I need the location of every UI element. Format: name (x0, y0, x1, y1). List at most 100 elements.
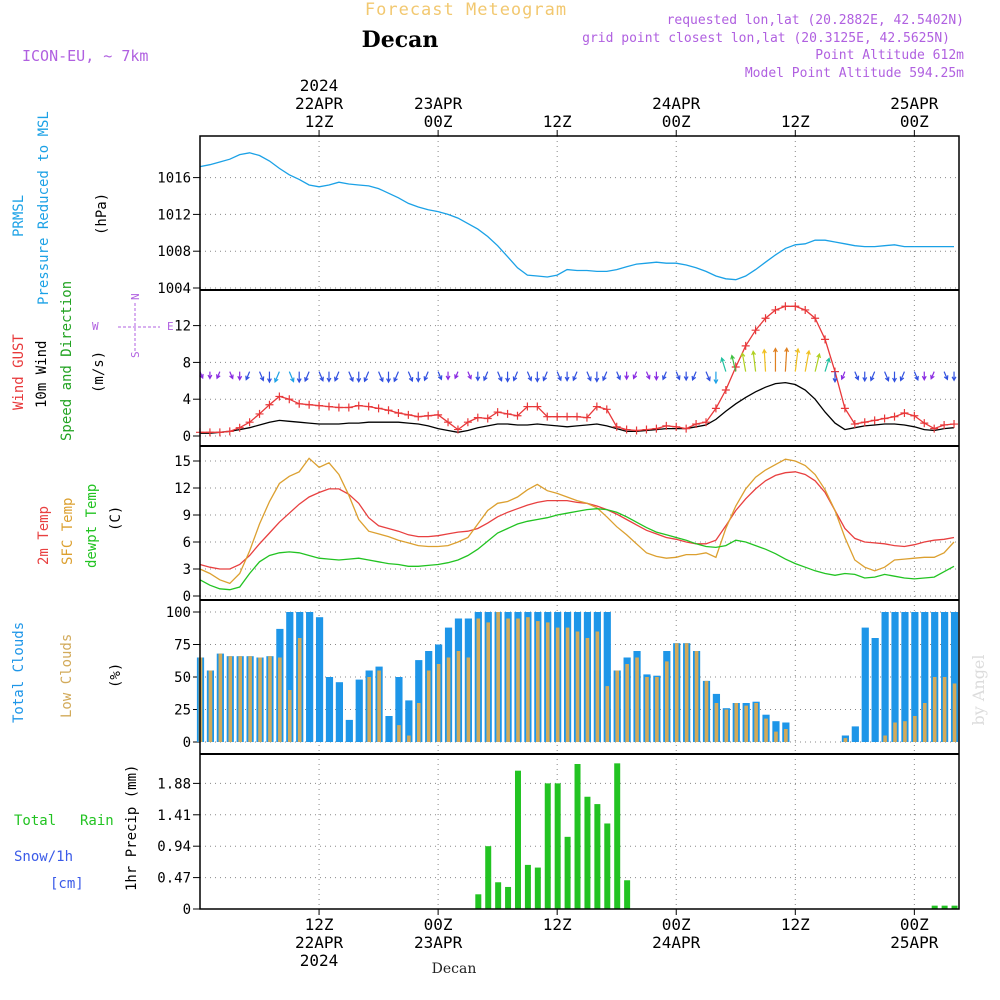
temp-label-2m: 2m Temp (36, 506, 52, 565)
gust-marker (563, 412, 572, 421)
wind-direction-arrow (334, 371, 340, 382)
requested-coords: requested lon,lat (20.2882E, 42.5402N) (667, 13, 964, 28)
pressure-label-prmsl: PRMSL (11, 195, 27, 237)
clouds-unit: (%) (108, 663, 124, 688)
wind-label-gust: Wind GUST (11, 334, 27, 410)
low-cloud-bar (555, 627, 560, 742)
gust-marker (374, 404, 383, 413)
time-label-top: 25APR (890, 94, 939, 113)
wind-direction-arrow (475, 371, 481, 382)
wind-direction-arrow (594, 371, 600, 383)
low-cloud-bar (208, 670, 213, 742)
low-cloud-bar (724, 709, 729, 742)
wind-direction-arrow (512, 371, 519, 382)
wind-direction-arrow (794, 347, 801, 372)
compass-rose: N W E S (92, 293, 174, 358)
low-cloud-bar (397, 725, 401, 742)
low-cloud-bar (655, 677, 659, 742)
pressure-label-msl: Pressure Reduced to MSL (36, 111, 52, 305)
gust-marker (602, 405, 611, 414)
low-cloud-bar (268, 656, 272, 742)
wind-direction-arrow (930, 371, 935, 380)
time-label-bottom: 00Z (900, 915, 929, 934)
gust-marker (503, 409, 512, 418)
y-tick-label: 1.88 (157, 776, 191, 792)
time-label-top: 12Z (781, 112, 810, 131)
total-cloud-bar (325, 677, 334, 742)
wind-direction-arrow (713, 371, 719, 385)
wind-direction-arrow (564, 371, 570, 382)
gust-marker (344, 403, 353, 412)
low-cloud-bar (922, 703, 927, 742)
gust-marker (721, 386, 730, 394)
low-cloud-bar (486, 622, 491, 742)
low-cloud-bar (635, 657, 639, 742)
total-cloud-bar (911, 612, 919, 742)
rain-bar (505, 886, 512, 909)
total-cloud-bar (891, 612, 899, 742)
dewpoint-line (199, 508, 955, 591)
time-label-top: 24APR (652, 94, 701, 113)
gust-marker (711, 404, 720, 413)
y-tick-label: 1016 (157, 171, 191, 187)
time-label-bottom: 24APR (652, 933, 701, 952)
gust-marker (453, 425, 462, 434)
rain-bar (584, 796, 591, 909)
gust-marker (235, 423, 244, 432)
wind-direction-arrow (705, 371, 711, 382)
time-label-bottom: 23APR (414, 933, 463, 952)
y-tick-label: 0 (183, 735, 191, 751)
wind-direction-arrow (467, 371, 472, 380)
time-label-bottom: 22APR (295, 933, 344, 952)
y-tick-label: 1008 (157, 244, 191, 260)
low-cloud-bar (843, 738, 848, 742)
wind-label-10m: 10m Wind (34, 341, 50, 408)
wind-direction-arrow (437, 371, 443, 381)
y-tick-label: 0 (183, 902, 191, 918)
rain-bar (554, 783, 561, 909)
time-label-top: 22APR (295, 94, 344, 113)
wind-direction-arrow (407, 371, 414, 383)
total-cloud-bar (603, 612, 611, 742)
gust-marker (414, 412, 423, 421)
compass-s: S (129, 351, 142, 358)
gust-marker (493, 408, 502, 417)
wind-direction-arrow (645, 371, 651, 380)
wind-direction-arrow (720, 356, 727, 372)
wind-direction-arrow (423, 371, 429, 382)
low-cloud-bar (913, 716, 917, 742)
plot-area: 1004100810121016048120369121502550751000… (157, 76, 960, 970)
rain-bar (931, 905, 938, 909)
time-label-bottom: 2024 (300, 951, 339, 970)
gust-marker (394, 409, 403, 417)
wind-direction-arrow (326, 371, 332, 383)
wind-direction-arrow (854, 371, 860, 381)
y-tick-label: 12 (174, 319, 191, 335)
gust-marker (662, 421, 671, 430)
gust-marker (245, 418, 254, 427)
low-cloud-bar (645, 677, 649, 742)
gust-marker (950, 420, 959, 429)
wind-direction-arrow (832, 371, 838, 384)
wind-direction-arrow (740, 352, 747, 372)
total-cloud-bar (355, 679, 363, 742)
low-cloud-bar (466, 657, 471, 742)
y-tick-label: 100 (166, 605, 191, 621)
total-cloud-bar (405, 700, 413, 742)
time-label-top: 00Z (662, 112, 691, 131)
gust-marker (364, 402, 373, 411)
temp-unit: (C) (108, 506, 124, 531)
wind-direction-arrow (824, 357, 831, 372)
rain-bar (624, 880, 631, 909)
gust-marker (612, 422, 621, 431)
gust-marker (741, 341, 750, 350)
low-cloud-bar (684, 643, 689, 742)
rain-bar (485, 846, 492, 909)
gust-marker (642, 425, 651, 434)
rain-bar (941, 905, 948, 909)
gust-marker (334, 403, 343, 412)
gust-marker (821, 335, 830, 344)
gust-marker (265, 400, 274, 409)
low-cloud-bar (506, 618, 510, 742)
y-tick-label: 0.94 (157, 839, 191, 855)
